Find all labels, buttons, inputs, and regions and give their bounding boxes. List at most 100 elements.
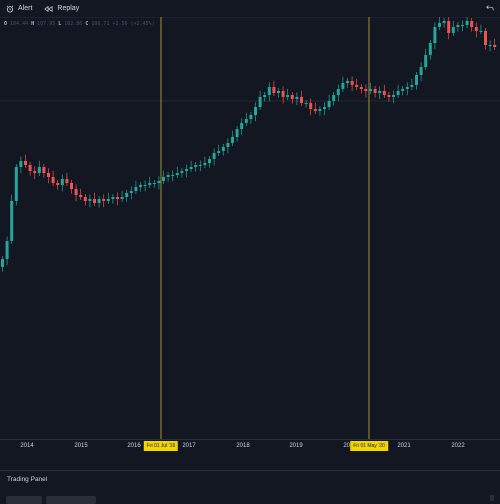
candle-body [336,89,340,95]
candle-body [456,25,460,27]
replay-button[interactable]: Replay [38,0,85,17]
rewind-icon [44,5,53,13]
trading-panel: Trading Panel [0,470,500,504]
candle-body [428,43,432,55]
close-value: 106.71 [91,21,110,27]
time-axis[interactable]: 2014 2015 2016 2017 2018 2019 2020 2021 2022 Fri … [0,439,500,454]
candle-body [88,199,92,201]
candle-body [382,91,386,95]
candle-body [433,27,437,43]
candle-body [10,201,14,241]
x-tick-label: 2018 [236,443,250,449]
candle-body [235,129,239,137]
candle-body [189,167,193,169]
candle-body [185,169,188,171]
candle-body [198,165,202,166]
undo-arrow-icon [486,4,494,14]
candle-body [369,89,372,91]
undo-button[interactable] [486,0,494,17]
candle-body [300,97,303,103]
candle-body [488,45,492,46]
alert-button[interactable]: Alert [0,0,38,17]
candle-body [19,161,23,167]
alarm-clock-icon [6,5,14,13]
candle-body [451,27,455,33]
candle-body [277,91,280,93]
panel-tab-2[interactable] [46,496,96,504]
candle-body [355,85,359,87]
open-value: 104.44 [10,21,29,27]
candle-body [378,91,382,93]
candle-body [405,87,409,89]
candle-body [162,177,165,181]
candle-body [97,199,101,203]
date-marker-badge-2[interactable]: Fri 01 May '20 [350,441,388,451]
candle-body [83,197,87,201]
candle-body [254,107,257,115]
panel-tab-1[interactable] [6,496,42,504]
x-tick-label: 2021 [397,443,411,449]
high-value: 107.95 [37,21,56,27]
candle-body [465,21,469,25]
candle-body [447,21,451,33]
candle-body [410,85,414,87]
candle-body [286,95,290,97]
candle-body [493,45,497,47]
candle-body [419,67,423,75]
candle-body [295,97,299,99]
candle-body [194,165,198,167]
candle-body [139,185,142,187]
candle-body [157,181,161,183]
candle-body [70,183,73,189]
candle-body [152,183,156,184]
candle-body [267,87,271,95]
candle-body [309,103,313,109]
candle-body [212,153,216,159]
date-marker-badge-1[interactable]: Fri 01 Jul '16 [143,441,179,451]
candle-body [396,91,400,95]
low-value: 102.86 [64,21,83,27]
candle-body [470,21,474,27]
candle-body [350,81,354,85]
candle-body [134,187,138,191]
candle-body [327,101,331,107]
candle-body [318,109,322,111]
candle-body [116,197,119,199]
x-tick-label: 2019 [289,443,303,449]
panel-title[interactable]: Trading Panel [7,476,48,483]
candle-body [244,119,248,123]
candle-body [346,81,349,83]
high-label: H [31,21,35,27]
candle-body [392,95,395,97]
x-tick-label: 2022 [451,443,465,449]
candle-body [125,193,129,197]
candle-body [148,183,152,185]
candle-body [415,75,418,85]
panel-options-button[interactable] [490,495,494,501]
candle-body [461,25,464,26]
candle-body [479,31,483,32]
candle-body [341,83,345,89]
x-tick-label: 2015 [74,443,88,449]
candle-body [175,173,179,175]
x-tick-label: 2014 [20,443,34,449]
candle-body [5,241,9,259]
candle-body [208,159,211,163]
candle-body [111,197,115,199]
candle-body [249,115,253,119]
replay-label: Replay [57,5,80,12]
candle-body [1,259,4,267]
alert-label: Alert [18,5,33,12]
candle-body [401,89,405,91]
low-label: L [58,21,62,27]
candle-body [359,87,363,89]
candle-body [102,199,106,201]
top-toolbar: Alert Replay [0,0,500,18]
candle-body [203,163,207,165]
price-chart[interactable] [0,17,500,439]
candle-body [313,109,317,111]
candle-body [166,175,170,177]
candle-body [474,27,478,31]
candle-body [74,189,78,195]
candle-body [14,167,18,201]
